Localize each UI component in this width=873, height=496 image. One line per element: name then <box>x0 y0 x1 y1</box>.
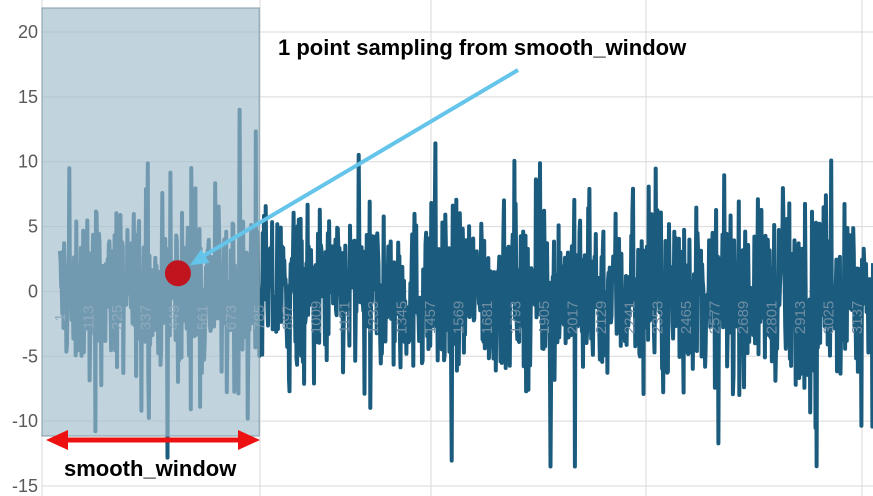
x-tick-label: 2241 <box>621 301 638 334</box>
x-tick-label: 3025 <box>821 301 838 334</box>
double-arrow-head-left <box>46 430 68 450</box>
sampling-arrow <box>189 68 520 266</box>
x-tick-label: 2353 <box>650 301 667 334</box>
x-tick-label: 1121 <box>337 301 354 333</box>
y-tick-label: 0 <box>28 281 38 301</box>
y-tick-label: 15 <box>18 87 38 107</box>
x-tick-label: 1569 <box>450 301 467 334</box>
x-tick-label: 1233 <box>365 301 382 334</box>
x-tick-label: 2689 <box>735 301 752 334</box>
sampled-point <box>164 260 191 287</box>
sampling-annotation-label: 1 point sampling from smooth_window <box>278 35 687 60</box>
x-tick-label: 1345 <box>394 301 411 334</box>
y-axis-tick-labels: 20 15 10 5 0 -5 -10 -15 <box>12 22 38 496</box>
x-tick-label: 2913 <box>792 301 809 334</box>
y-tick-label: -10 <box>12 411 38 431</box>
x-tick-label: 2577 <box>707 301 724 334</box>
x-tick-label: 3137 <box>849 301 866 334</box>
smooth-window-label: smooth_window <box>64 456 237 481</box>
x-tick-label: 2801 <box>764 301 781 334</box>
y-tick-label: 20 <box>18 22 38 42</box>
y-tick-label: 5 <box>28 217 38 237</box>
y-tick-label: -5 <box>22 346 38 366</box>
y-tick-label: 10 <box>18 152 38 172</box>
x-tick-label: 897 <box>280 305 297 330</box>
x-tick-label: 1905 <box>536 301 553 334</box>
x-tick-label: 1009 <box>308 301 325 334</box>
arrow-shaft <box>196 68 520 261</box>
smooth-window-overlay <box>41 7 260 437</box>
double-arrow-head-right <box>238 430 260 450</box>
x-tick-label: 1457 <box>422 301 439 334</box>
smooth-window-double-arrow <box>46 430 260 450</box>
x-tick-label: 1681 <box>479 301 496 334</box>
x-tick-label: 1793 <box>507 301 524 334</box>
x-tick-label: 2129 <box>593 301 610 334</box>
y-tick-label: -15 <box>12 476 38 496</box>
x-tick-label: 2017 <box>564 301 581 334</box>
x-tick-label: 2465 <box>678 301 695 334</box>
arrow-head <box>189 249 210 266</box>
